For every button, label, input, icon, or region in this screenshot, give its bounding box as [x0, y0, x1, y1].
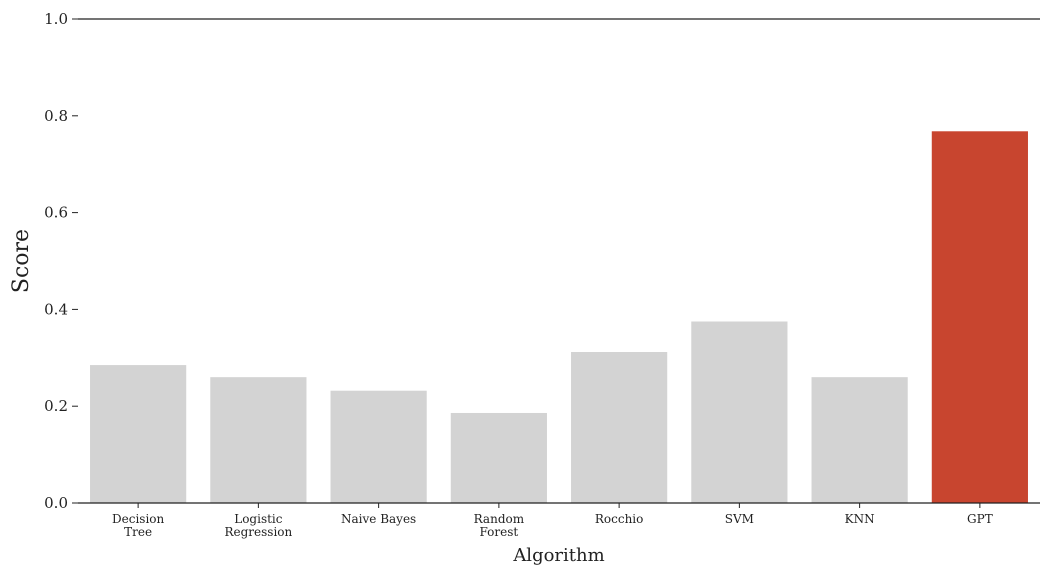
x-tick-label: Logistic Regression [224, 512, 292, 539]
x-axis-title: Algorithm [512, 545, 604, 566]
y-axis-title: Score [9, 229, 34, 293]
bar-svm [691, 321, 788, 503]
bar-logistic-regression [210, 377, 307, 503]
x-tick-label: Decision Tree [112, 512, 165, 539]
y-tick-label: 0.4 [44, 300, 68, 318]
y-tick-label: 0.8 [44, 107, 68, 125]
x-tick-label: Rocchio [595, 512, 644, 526]
bar-gpt [931, 131, 1028, 503]
bar-random-forest [450, 412, 547, 503]
x-tick-label: GPT [967, 512, 993, 526]
x-tick-label: Random Forest [474, 512, 525, 539]
y-axis: 0.0 0.2 0.4 0.6 0.8 1.0 [44, 10, 1040, 512]
y-tick-label: 1.0 [44, 10, 68, 28]
bar-rocchio [571, 351, 668, 503]
bar-decision-tree [90, 365, 187, 503]
x-tick-label: KNN [845, 512, 875, 526]
x-tick-label: SVM [725, 512, 754, 526]
bar-naive-bayes [330, 390, 427, 503]
bars [90, 131, 1028, 503]
y-tick-label: 0.2 [44, 397, 68, 415]
y-tick-label: 0.6 [44, 204, 68, 222]
x-tick-label: Naive Bayes [341, 512, 416, 526]
x-axis: Decision Tree Logistic Regression Naive Baye… [78, 502, 1040, 539]
bar-knn [811, 377, 908, 503]
y-tick-label: 0.0 [44, 494, 68, 512]
